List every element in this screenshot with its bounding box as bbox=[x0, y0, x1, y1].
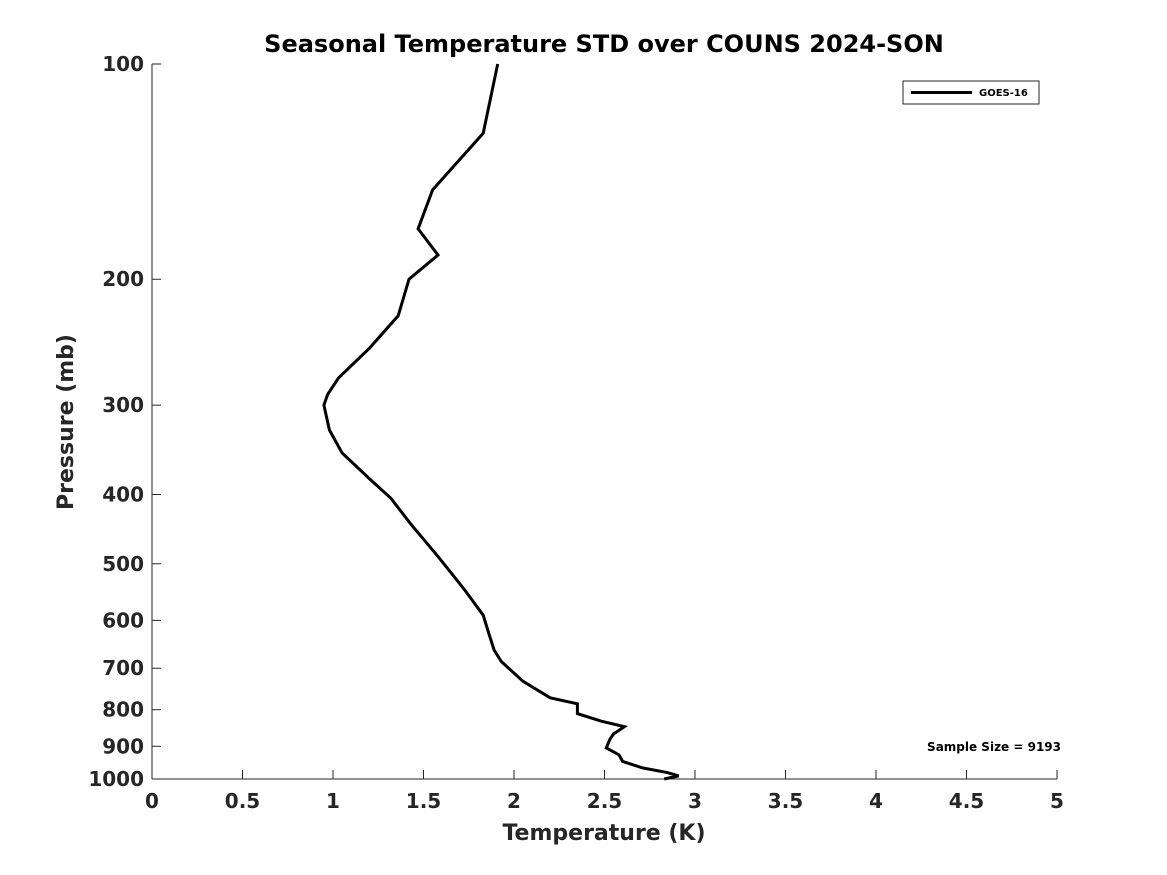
x-tick-label: 0 bbox=[145, 789, 159, 813]
y-tick-label: 300 bbox=[102, 393, 144, 417]
x-tick-label: 3 bbox=[688, 789, 702, 813]
y-tick-label: 900 bbox=[102, 734, 144, 758]
axes bbox=[151, 64, 1057, 780]
y-tick-label: 700 bbox=[102, 656, 144, 680]
x-tick-label: 1.5 bbox=[406, 789, 441, 813]
y-tick-label: 800 bbox=[102, 698, 144, 722]
series-line-goes-16 bbox=[322, 63, 680, 781]
legend: GOES-16 bbox=[902, 80, 1040, 105]
x-axis-label: Temperature (K) bbox=[502, 821, 705, 846]
legend-label-goes-16: GOES-16 bbox=[979, 88, 1028, 99]
x-tick-label: 2 bbox=[507, 789, 521, 813]
series-layer bbox=[322, 63, 680, 781]
x-tick-label: 5 bbox=[1050, 789, 1064, 813]
x-tick-label: 4.5 bbox=[949, 789, 984, 813]
x-tick-label: 1 bbox=[326, 789, 340, 813]
y-tick-label: 1000 bbox=[88, 767, 144, 791]
x-tick-label: 2.5 bbox=[587, 789, 622, 813]
x-ticks: 0 0.5 1 1.5 2 2.5 3 3.5 4 4.5 5 bbox=[145, 770, 1064, 813]
y-tick-label: 400 bbox=[102, 482, 144, 506]
x-tick-label: 4 bbox=[869, 789, 883, 813]
x-tick-label: 3.5 bbox=[768, 789, 803, 813]
chart-title: Seasonal Temperature STD over COUNS 2024… bbox=[264, 30, 944, 58]
x-tick-label: 0.5 bbox=[225, 789, 260, 813]
sample-size-annotation: Sample Size = 9193 bbox=[927, 740, 1061, 754]
y-tick-label: 600 bbox=[102, 608, 144, 632]
y-tick-label: 100 bbox=[102, 52, 144, 76]
y-tick-label: 200 bbox=[102, 267, 144, 291]
y-tick-label: 500 bbox=[102, 552, 144, 576]
y-axis-label: Pressure (mb) bbox=[54, 334, 79, 510]
y-ticks: 100 200 300 400 500 600 700 800 900 1000 bbox=[88, 52, 161, 791]
